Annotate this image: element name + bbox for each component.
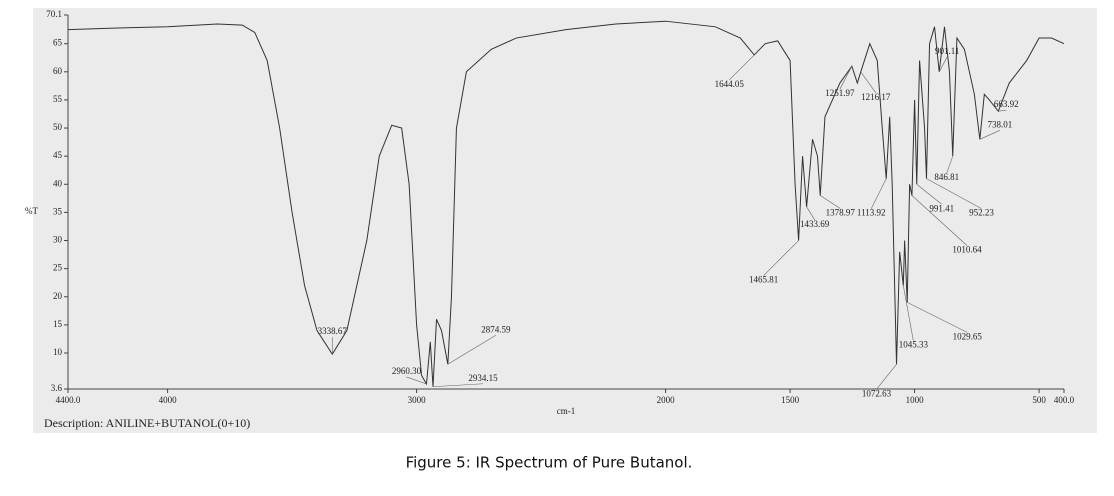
- x-tick-label: 3000: [408, 395, 427, 405]
- description: Description: ANILINE+BUTANOL(0+10): [44, 416, 250, 430]
- y-tick-label: 3.6: [51, 383, 63, 393]
- y-tick-label: 50: [53, 122, 63, 132]
- y-tick-label: 25: [53, 263, 63, 273]
- peak-leader: [911, 195, 968, 246]
- peak-label: 952.23: [969, 208, 994, 218]
- peak-leader: [998, 109, 1007, 112]
- y-tick-label: 40: [53, 178, 63, 188]
- y-tick-label: 60: [53, 66, 63, 76]
- peak-leader: [447, 334, 496, 365]
- peak-leader: [806, 206, 815, 220]
- peak-label: 1465.81: [749, 275, 778, 285]
- peak-label: 1378.97: [826, 208, 856, 218]
- peak-leader: [763, 240, 799, 276]
- x-tick-label: 400.0: [1054, 395, 1075, 405]
- y-axis-label: %T: [25, 206, 38, 216]
- peak-leader: [979, 130, 1000, 140]
- chart-background: [33, 8, 1097, 433]
- x-tick-label: 500: [1032, 395, 1046, 405]
- peak-label: 1045.33: [899, 340, 929, 350]
- peak-label: 3338.67: [318, 326, 348, 336]
- peak-leader: [729, 54, 755, 81]
- peak-leader: [946, 156, 954, 174]
- peak-label: 1029.65: [953, 331, 983, 341]
- caption: Figure 5: IR Spectrum of Pure Butanol.: [406, 454, 693, 472]
- peak-label: 901.11: [935, 46, 959, 56]
- x-axis-label: cm-1: [557, 406, 576, 416]
- y-tick-label: 30: [53, 235, 63, 245]
- x-tick-label: 4000: [159, 395, 178, 405]
- peak-leader: [903, 285, 914, 341]
- x-tick-label: 1000: [906, 395, 925, 405]
- peak-label: 1010.64: [952, 245, 982, 255]
- peak-label: 1113.92: [857, 208, 886, 218]
- y-tick-label: 55: [53, 94, 63, 104]
- y-tick-label: 70.1: [46, 9, 62, 19]
- peak-label: 663.92: [994, 99, 1019, 109]
- peak-leader: [820, 195, 841, 209]
- peak-label: 1216.17: [861, 92, 891, 102]
- peak-label: 2874.59: [481, 324, 511, 334]
- peak-leader: [938, 56, 948, 72]
- peak-label: 1433.69: [800, 219, 830, 229]
- y-tick-label: 65: [53, 38, 63, 48]
- peak-label: 991.41: [929, 203, 954, 213]
- y-tick-label: 10: [53, 347, 63, 357]
- peak-label: 846.81: [934, 172, 959, 182]
- x-tick-label: 2000: [657, 395, 676, 405]
- peak-leader: [907, 302, 968, 333]
- peak-leader: [432, 383, 484, 388]
- peak-leader: [406, 376, 427, 385]
- peak-label: 2960.30: [392, 366, 422, 376]
- y-tick-label: 20: [53, 291, 63, 301]
- peak-label: 1644.05: [715, 79, 745, 89]
- peak-leader: [876, 364, 897, 390]
- peak-leader: [860, 71, 877, 93]
- peak-label: 738.01: [987, 119, 1012, 129]
- y-tick-label: 15: [53, 319, 63, 329]
- y-tick-label: 35: [53, 206, 63, 216]
- peak-label: 2934.15: [468, 373, 498, 383]
- peak-leader: [870, 178, 887, 209]
- spectrum-line: [67, 20, 1065, 387]
- y-tick-label: 45: [53, 150, 63, 160]
- x-tick-label: 1500: [781, 395, 800, 405]
- peak-label: 1072.63: [862, 388, 892, 398]
- peak-leader: [916, 184, 942, 205]
- x-tick-label: 4400.0: [56, 395, 81, 405]
- peak-leader: [839, 66, 853, 90]
- peak-leader: [926, 178, 982, 209]
- peak-label: 1251.97: [825, 88, 855, 98]
